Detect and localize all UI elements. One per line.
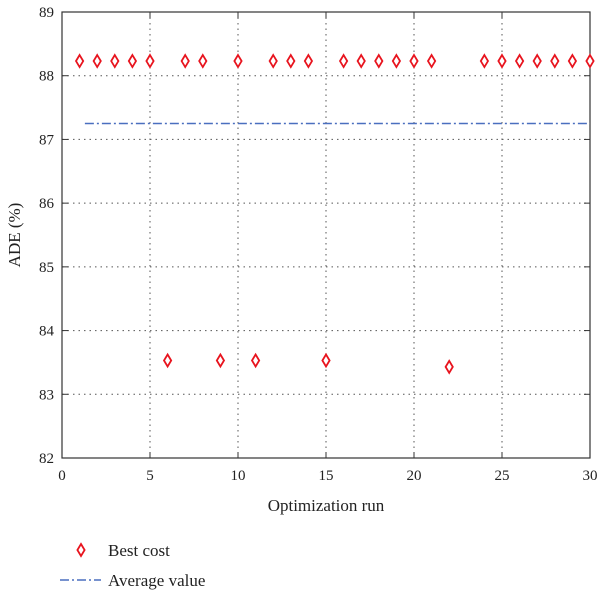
x-tick-label: 0 (58, 468, 66, 484)
y-tick-label: 88 (39, 69, 54, 85)
data-point-best-cost (444, 359, 454, 375)
y-tick-label: 87 (39, 132, 55, 148)
data-point-best-cost (268, 53, 278, 69)
data-point-best-cost (215, 352, 226, 369)
data-point-best-cost (233, 53, 243, 69)
x-tick-label: 10 (231, 468, 246, 484)
y-tick-label: 83 (39, 387, 54, 403)
data-point-best-cost (110, 53, 120, 69)
legend-item-best-cost: Best cost (76, 541, 170, 560)
data-point-best-cost (321, 352, 331, 369)
data-point-best-cost (145, 53, 155, 69)
y-tick-label: 82 (39, 451, 54, 467)
x-tick-label: 5 (146, 468, 154, 484)
x-tick-label: 30 (583, 468, 598, 484)
x-tick-label: 20 (407, 468, 422, 484)
data-point-best-cost (180, 53, 190, 69)
data-point-best-cost (514, 53, 525, 69)
y-tick-label: 84 (39, 324, 55, 340)
data-point-best-cost (585, 53, 595, 69)
data-point-best-cost (74, 53, 85, 69)
axis-ticks (61, 11, 591, 459)
y-axis-label: ADE (%) (5, 203, 24, 268)
series-layer (74, 53, 595, 375)
grid (62, 12, 590, 458)
legend-label-average-value: Average value (108, 571, 205, 590)
x-tick-label: 25 (495, 468, 510, 484)
legend-item-average-value: Average value (60, 571, 205, 590)
legend-label-best-cost: Best cost (108, 541, 170, 560)
x-tick-label: 15 (319, 468, 334, 484)
data-point-best-cost (250, 352, 261, 369)
data-point-best-cost (426, 53, 437, 69)
y-tick-label: 85 (39, 260, 54, 276)
y-tick-label: 89 (39, 5, 54, 21)
data-point-best-cost (303, 53, 314, 69)
legend: Best cost Average value (60, 541, 205, 590)
x-axis-tick-labels: 0 5 10 15 20 25 30 (58, 468, 597, 484)
data-point-best-cost (198, 53, 208, 69)
data-point-best-cost (550, 53, 560, 69)
data-point-best-cost (286, 53, 296, 69)
data-point-best-cost (162, 352, 173, 369)
data-point-best-cost (479, 53, 490, 69)
legend-marker-best-cost (76, 542, 86, 558)
y-tick-label: 86 (39, 196, 55, 212)
data-point-best-cost (127, 53, 138, 69)
data-point-best-cost (409, 53, 419, 69)
data-point-best-cost (374, 53, 384, 69)
data-point-best-cost (338, 53, 349, 69)
y-axis-tick-labels: 82 83 84 85 86 87 88 89 (39, 5, 55, 467)
x-axis-label: Optimization run (268, 496, 385, 515)
data-point-best-cost (391, 53, 402, 69)
data-point-best-cost (497, 53, 507, 69)
data-point-best-cost (532, 53, 542, 69)
data-point-best-cost (92, 53, 102, 69)
data-point-best-cost (356, 53, 366, 69)
data-point-best-cost (567, 53, 578, 69)
